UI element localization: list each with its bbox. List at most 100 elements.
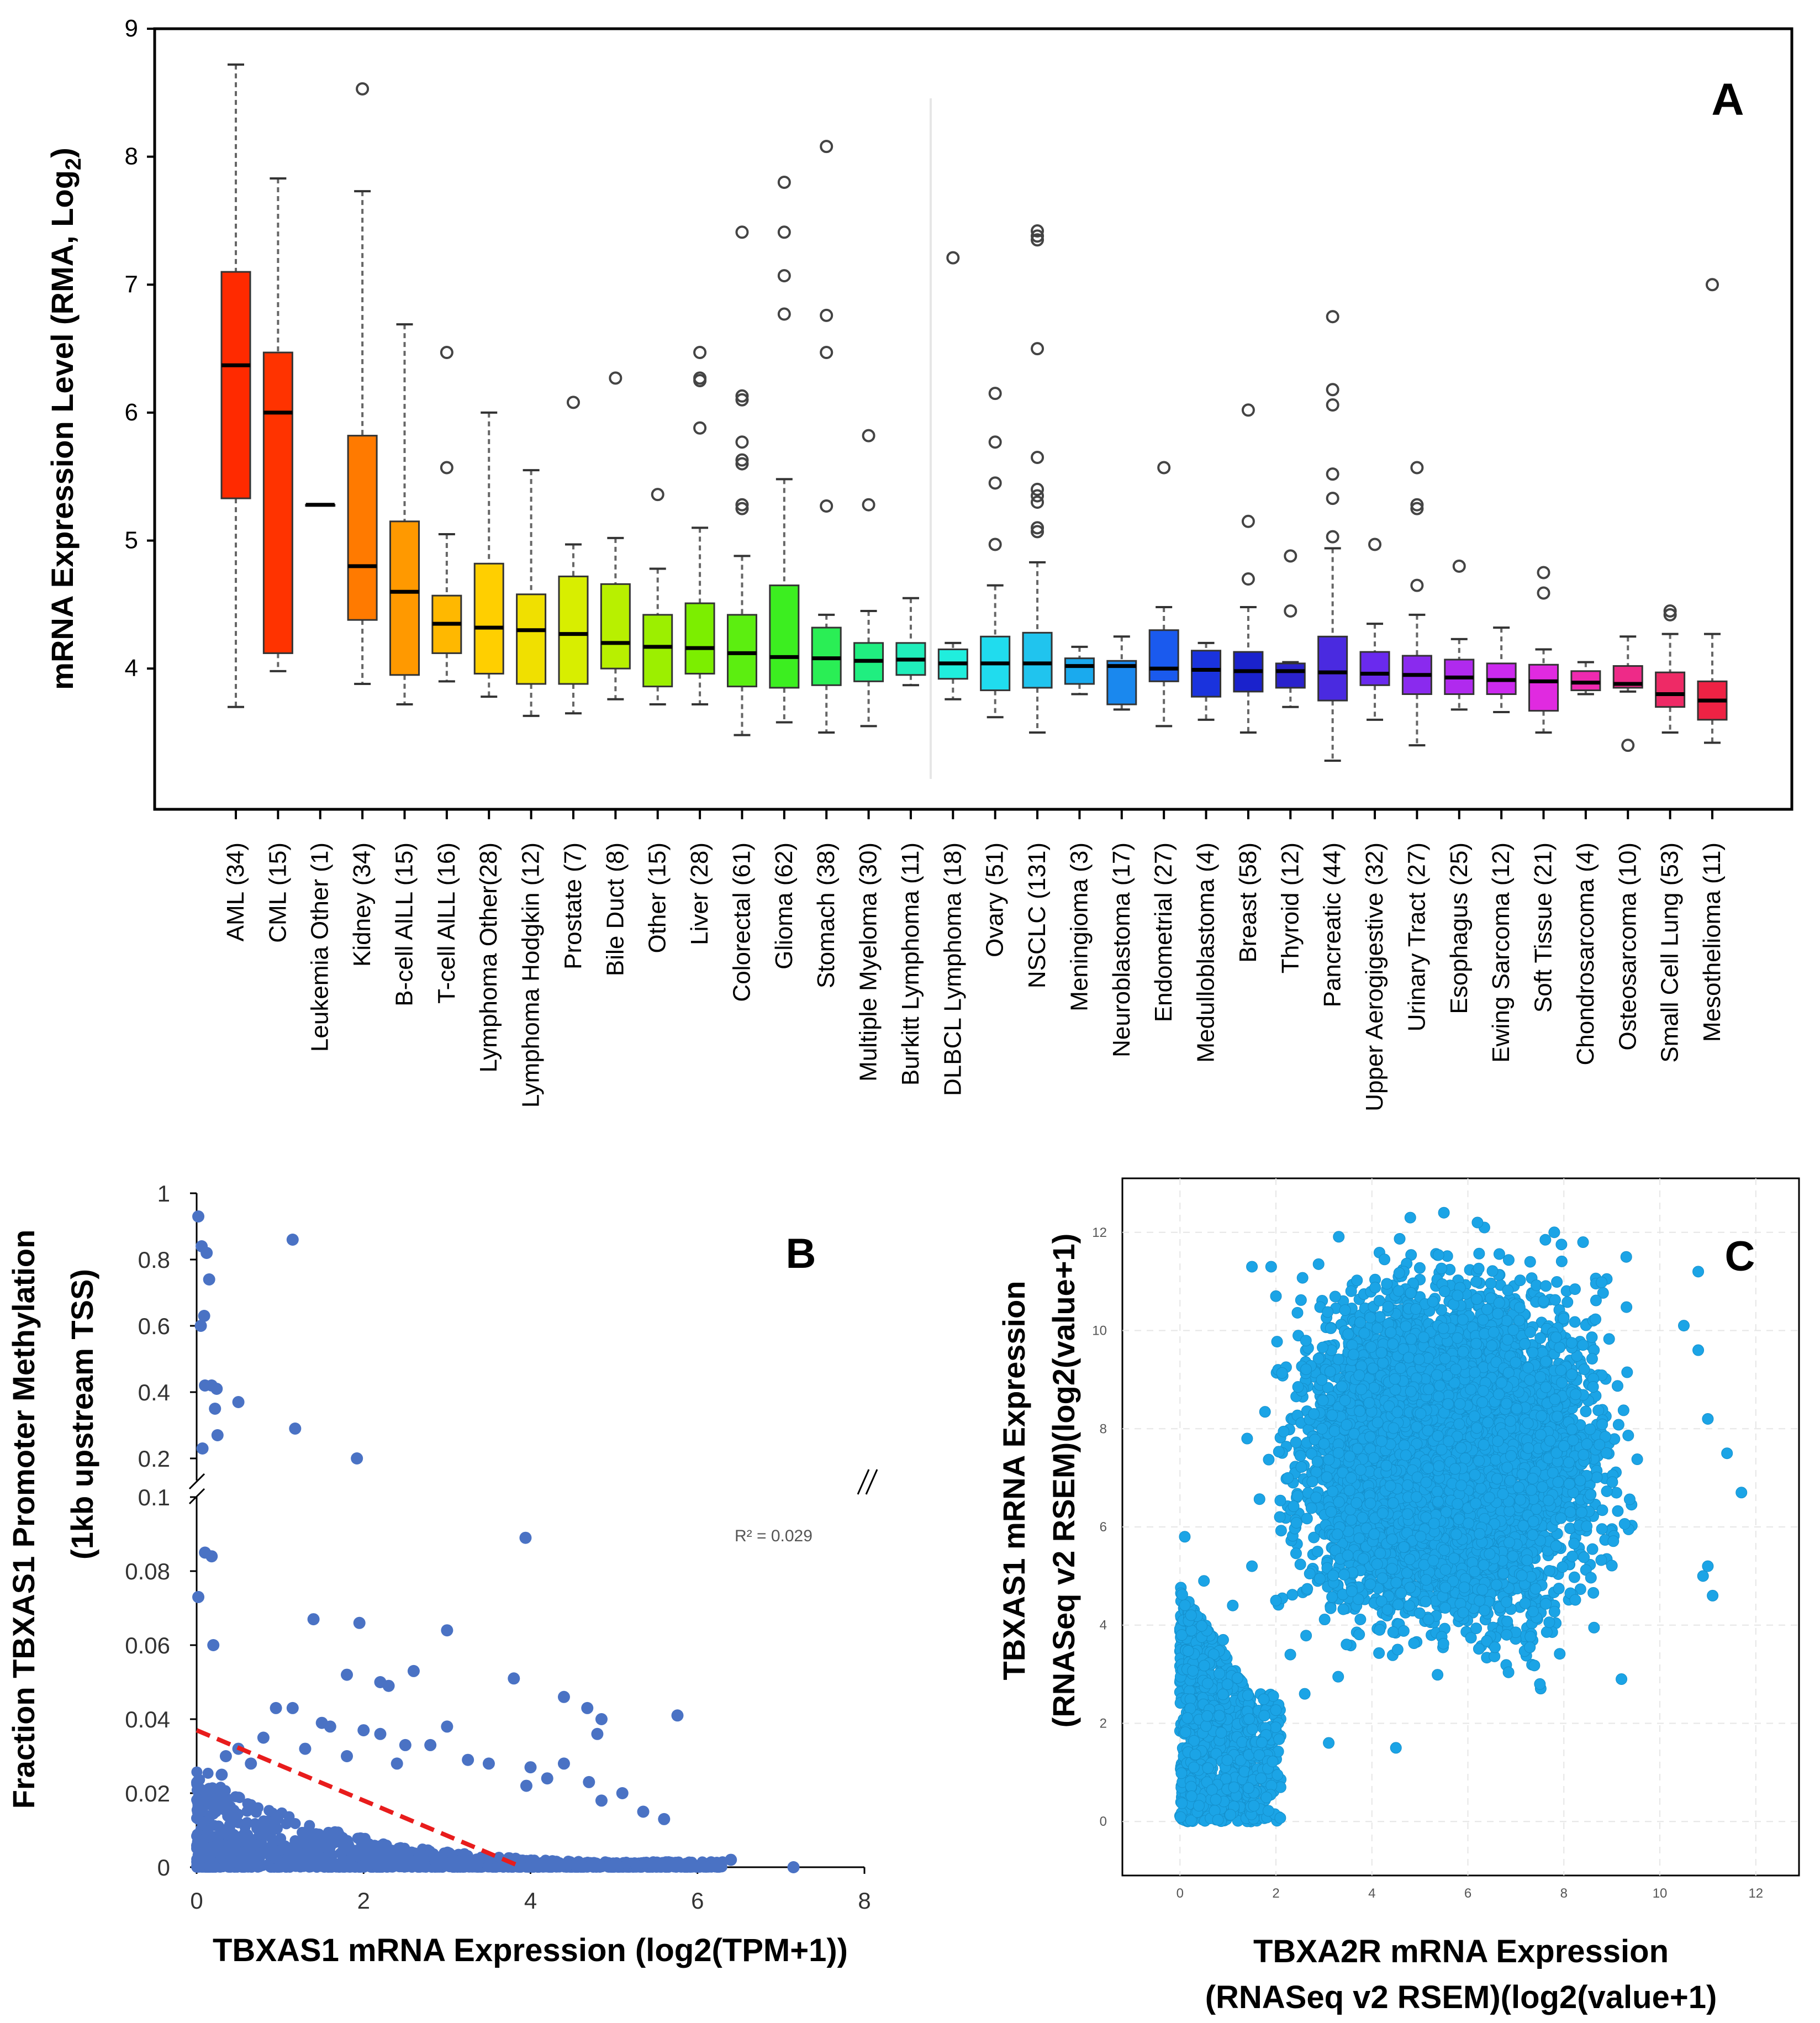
a-x-tick-label: T-cell AlLL (16) [433, 842, 460, 1004]
a-box-group [1106, 635, 1137, 711]
c-point [1502, 1666, 1515, 1678]
b-point [362, 1855, 374, 1866]
b-point [376, 1858, 387, 1869]
a-x-tick-label: Osteosarcoma (10) [1614, 842, 1641, 1051]
a-x-tick-label: Ovary (51) [982, 842, 1009, 957]
a-x-tick-label: B-cell AlLL (15) [391, 842, 418, 1007]
b-point [228, 1829, 240, 1840]
c-point [1587, 1587, 1600, 1599]
a-outlier [1326, 467, 1339, 481]
a-outlier [1410, 461, 1424, 475]
b-point [336, 1846, 348, 1858]
b-point [207, 1639, 220, 1651]
b-point [192, 1590, 205, 1603]
a-x-tick-label: Small Cell Lung (53) [1657, 842, 1684, 1063]
b-point [591, 1727, 604, 1740]
c-point [1432, 1669, 1444, 1681]
a-outlier [735, 453, 749, 467]
c-point [1332, 1671, 1344, 1683]
b-point [679, 1861, 691, 1873]
a-y-tick-label: 8 [125, 143, 138, 170]
a-box [1317, 635, 1348, 702]
a-box-group [1612, 635, 1643, 752]
b-point [194, 1320, 207, 1332]
b-y-tick-label: 0.2 [138, 1446, 170, 1472]
a-x-tick-label: Bile Duct (8) [602, 842, 629, 976]
a-box-group [684, 346, 715, 706]
a-outlier [651, 488, 664, 502]
b-point [304, 1857, 316, 1869]
b-point [232, 1396, 245, 1408]
a-y-tick-label: 5 [125, 527, 138, 554]
b-point [583, 1776, 595, 1788]
a-x-tick-label: Leukemia Other (1) [307, 842, 334, 1052]
a-outlier [1410, 498, 1424, 512]
c-point [1554, 1648, 1566, 1660]
c-point [1259, 1406, 1271, 1418]
b-point [637, 1805, 650, 1818]
a-outlier [1031, 450, 1044, 464]
c-point [1278, 1425, 1290, 1437]
b-point [412, 1861, 424, 1873]
a-x-tick-label: AML (34) [222, 842, 249, 941]
a-box-group [895, 597, 926, 687]
panel-a-frame [153, 27, 1793, 811]
a-outlier [1326, 530, 1339, 544]
a-outlier [1241, 572, 1255, 586]
b-point [543, 1861, 555, 1873]
a-box-group [431, 346, 462, 683]
a-x-tick-label: Burkitt Lymphoma (11) [897, 842, 924, 1086]
a-box-group [811, 140, 842, 734]
a-box-group [305, 503, 336, 507]
c-point [1588, 1621, 1600, 1634]
b-point [508, 1672, 520, 1685]
a-box-group [1148, 461, 1179, 728]
panel-b-points [191, 1210, 800, 1873]
panel-a-y-axis-label: mRNA Expression Level (RMA, Log2) [45, 147, 86, 690]
a-outlier [609, 371, 623, 385]
a-x-tick-label: Mesothelioma (11) [1698, 842, 1726, 1042]
a-box [558, 575, 589, 685]
a-outlier [566, 396, 580, 409]
b-point [372, 1845, 384, 1857]
a-x-tick-label: Multiple Myeloma (30) [855, 842, 882, 1082]
a-outlier [1031, 489, 1044, 503]
c-point [1622, 1429, 1634, 1441]
a-outlier [1537, 586, 1550, 600]
panel-a-boxes [220, 63, 1728, 762]
b-point [332, 1826, 344, 1838]
a-outlier [440, 346, 453, 360]
c-point [1408, 1637, 1420, 1650]
b-point [357, 1724, 370, 1737]
a-y-tick-label: 7 [125, 271, 138, 298]
panel-b-r2-label: R² = 0.029 [735, 1527, 813, 1545]
c-point [1354, 1613, 1367, 1625]
a-box-group [1233, 403, 1264, 734]
c-point [1524, 1256, 1536, 1268]
a-outlier [1241, 514, 1255, 528]
a-x-tick-label: Lymphoma Other(28) [475, 842, 502, 1073]
a-x-tick-label: Pancreatic (44) [1319, 842, 1346, 1007]
b-point [192, 1775, 203, 1787]
c-point [1413, 1262, 1426, 1274]
a-box-group [558, 396, 589, 715]
b-y-tick-label: 0.02 [125, 1780, 170, 1806]
a-y-tick-label: 9 [125, 15, 138, 42]
b-point [286, 1234, 299, 1246]
b-point [201, 1247, 213, 1259]
a-x-tick-label: DLBCL Lymphoma (18) [939, 842, 966, 1096]
a-outlier [1284, 604, 1297, 618]
a-x-tick-label: Medulloblastoma (4) [1193, 842, 1220, 1063]
a-box [220, 271, 251, 499]
a-outlier [693, 346, 707, 360]
a-x-tick-label: Urinary Tract (27) [1403, 842, 1430, 1031]
b-point [463, 1861, 474, 1873]
a-box [1106, 660, 1137, 705]
a-outlier [862, 429, 875, 442]
a-outlier [1031, 482, 1044, 496]
b-point [557, 1757, 570, 1770]
b-point [299, 1742, 312, 1755]
